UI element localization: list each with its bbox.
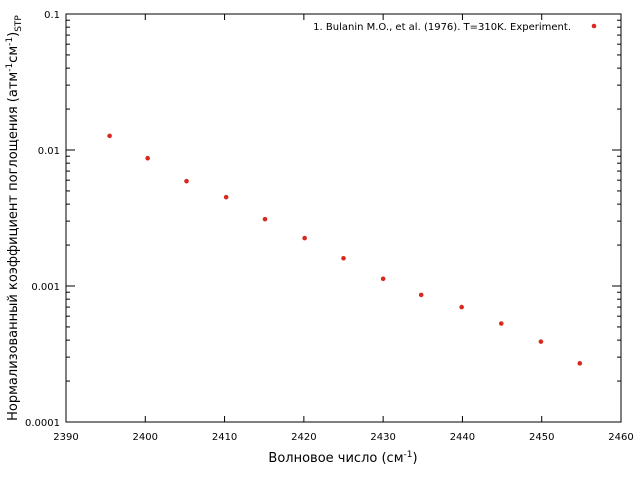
- data-point-0-5: [302, 235, 307, 241]
- y-tick-label-2: 0.01: [38, 146, 60, 157]
- y-axis-title-sup1: -1: [5, 63, 15, 72]
- data-point-0-12: [577, 361, 583, 366]
- x-tick-label-3: 2420: [291, 432, 316, 443]
- data-point-0-3: [223, 194, 229, 200]
- x-axis-ticks: 2390 2400 2410 2420 2430 2440 2450 2460: [53, 14, 634, 443]
- data-point-0-9: [459, 304, 464, 310]
- x-axis-title: Волновое число (см-1): [268, 450, 417, 466]
- data-points: [107, 133, 583, 366]
- y-axis-title-sub: STP: [14, 15, 24, 32]
- data-point-0-1: [145, 155, 150, 161]
- y-axis-title-base: Нормализованный коэффициент поглощения (…: [6, 72, 21, 421]
- y-axis-title: Нормализованный коэффициент поглощения (…: [5, 15, 24, 421]
- y-tick-label-0: 0.0001: [25, 418, 60, 429]
- x-axis-title-sup: -1: [404, 450, 413, 460]
- data-point-0-11: [538, 339, 544, 344]
- legend: 1. Bulanin M.O., et al. (1976). T=310K. …: [313, 22, 597, 33]
- data-point-0-7: [380, 276, 386, 282]
- y-tick-label-3: 0.1: [44, 10, 60, 21]
- x-tick-label-7: 2460: [608, 432, 633, 443]
- x-tick-label-1: 2400: [133, 432, 158, 443]
- data-point-0-2: [184, 178, 189, 184]
- x-axis-title-base: Волновое число (см: [268, 451, 403, 466]
- x-tick-label-4: 2430: [370, 432, 395, 443]
- y-axis-ticks: 0.0001 0.001 0.01 0.1: [25, 10, 621, 429]
- y-axis-title-close: ): [6, 32, 21, 37]
- x-axis-title-tail: ): [412, 451, 417, 466]
- y-tick-label-1: 0.001: [31, 282, 60, 293]
- x-tick-label-6: 2450: [529, 432, 554, 443]
- x-tick-label-5: 2440: [450, 432, 475, 443]
- data-point-0-6: [341, 255, 346, 261]
- data-point-0-8: [418, 292, 424, 298]
- plot-frame: [65, 13, 622, 423]
- y-axis-title-sup2: -1: [5, 37, 15, 46]
- legend-label-series-1: 1. Bulanin M.O., et al. (1976). T=310K. …: [313, 22, 571, 33]
- x-tick-label-2: 2410: [212, 432, 237, 443]
- x-tick-label-0: 2390: [53, 432, 78, 443]
- legend-marker-series-1: [591, 23, 597, 29]
- data-point-0-10: [498, 321, 504, 326]
- y-axis-title-mid: см: [6, 46, 21, 63]
- data-point-0-4: [262, 216, 268, 222]
- data-point-0-0: [107, 133, 112, 139]
